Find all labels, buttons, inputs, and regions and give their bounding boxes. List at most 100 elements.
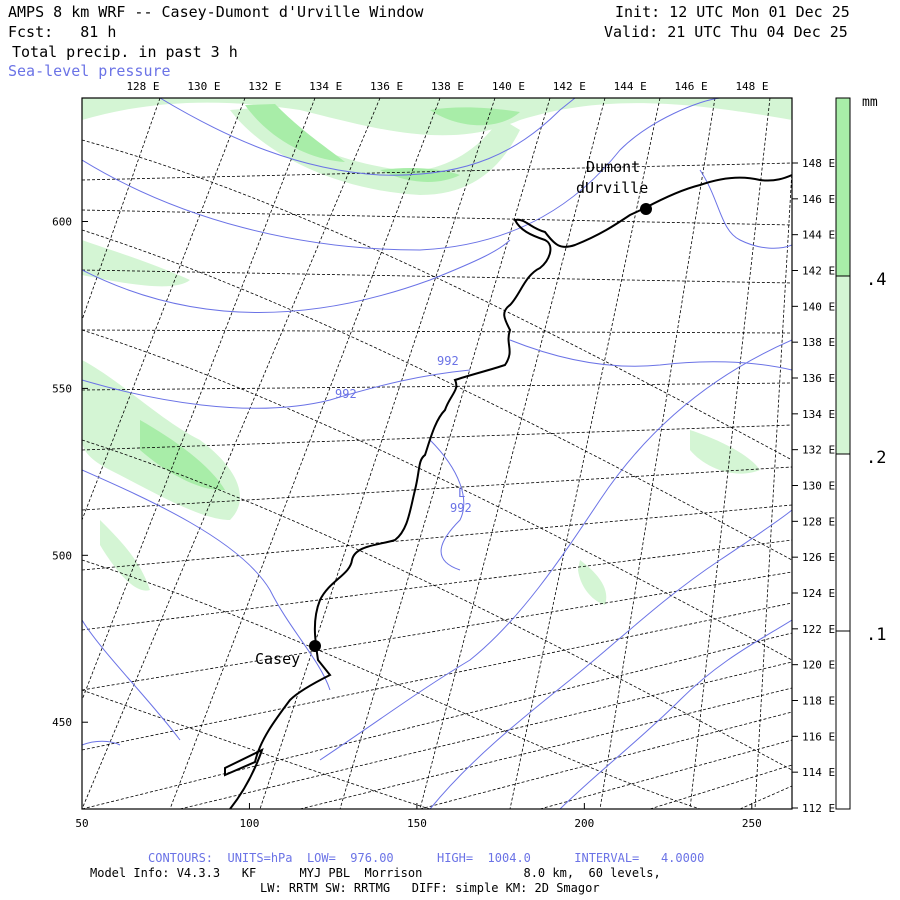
top-lon-label: 144 E (614, 80, 647, 93)
parallel-arc (82, 689, 431, 809)
slp-contour (509, 339, 792, 371)
right-lon-label: 114 E (802, 766, 835, 779)
precip-band-west3 (100, 520, 150, 591)
meridian-line (82, 466, 792, 511)
precip-band-north (82, 98, 792, 136)
dumont-label-line2: dUrville (576, 179, 648, 197)
top-lon-label: 132 E (248, 80, 281, 93)
meridian-line (82, 98, 246, 521)
meridian-line (82, 98, 161, 321)
right-lon-label: 148 E (802, 157, 835, 170)
meridian-line (82, 269, 792, 284)
slp-contour (429, 509, 792, 809)
stations (309, 203, 652, 652)
slp-contour (82, 469, 331, 691)
precip-core-west (140, 420, 225, 491)
model-info: Model Info: V4.3.3 KF MYJ PBL Morrison 8… (90, 866, 661, 880)
right-lon-label: 136 E (802, 372, 835, 385)
top-lon-label: 130 E (187, 80, 220, 93)
right-lon-label: 142 E (802, 265, 835, 278)
right-lon-label: 124 E (802, 587, 835, 600)
right-lon-label: 146 E (802, 193, 835, 206)
meridian-line (419, 711, 792, 809)
meridian-line (82, 162, 792, 181)
x-tick-label: 150 (407, 817, 427, 830)
overlay-name: Sea-level pressure (8, 62, 171, 80)
slp-contour (159, 98, 576, 176)
meridian-line (82, 539, 792, 631)
y-tick-label: 500 (52, 549, 72, 562)
forecast-hour: Fcst: 81 h (8, 23, 117, 41)
slp-contour (559, 619, 792, 809)
meridian-line (82, 209, 792, 226)
dumont-label-line1: Dumont (586, 158, 640, 176)
contour-label: 992 (450, 501, 472, 515)
model-physics: LW: RRTM SW: RRTMG DIFF: simple KM: 2D S… (260, 881, 600, 895)
precip-band-west2 (82, 240, 190, 287)
precip-core-a (245, 104, 345, 162)
right-lon-label: 138 E (802, 336, 835, 349)
map-frame (81, 97, 793, 810)
meridian-line (82, 632, 792, 809)
coastline-path (224, 174, 792, 809)
slp-contour (82, 239, 511, 313)
top-longitude-labels: 128 E 130 E 132 E 134 E 136 E 138 E 140 E 142 E… (126, 80, 768, 93)
right-lon-label: 128 E (802, 515, 835, 528)
precip-shading (82, 98, 792, 605)
slp-contour (82, 369, 471, 409)
contour-label: 992 (437, 354, 459, 368)
meridian-line (259, 98, 496, 809)
map-title: AMPS 8 km WRF -- Casey-Dumont d'Urville … (8, 3, 424, 21)
meridian-line (82, 602, 792, 751)
meridian-line (82, 504, 792, 571)
meridian-line (82, 382, 792, 391)
top-lon-label: 142 E (553, 80, 586, 93)
right-lon-label: 118 E (802, 695, 835, 708)
y-tick-label: 550 (52, 382, 72, 395)
top-lon-label: 128 E (126, 80, 159, 93)
station-labels: Casey Dumont dUrville (255, 158, 648, 668)
meridian-line (169, 98, 441, 809)
parallel-arc (82, 439, 792, 771)
precip-patch-east (690, 430, 760, 474)
top-lon-label: 134 E (309, 80, 342, 93)
legend-unit: mm (862, 95, 878, 110)
right-lon-label: 120 E (802, 659, 835, 672)
precip-patch-east2 (578, 560, 607, 605)
right-lon-label: 140 E (802, 300, 835, 313)
right-lon-label: 116 E (802, 730, 835, 743)
legend-segment-high (835, 97, 851, 277)
y-tick-label: 450 (52, 716, 72, 729)
meridian-line (754, 169, 792, 809)
right-lon-label: 112 E (802, 802, 835, 815)
y-tick-label: 600 (52, 216, 72, 229)
x-tick-label: 50 (75, 817, 88, 830)
slp-contour (82, 619, 181, 741)
contour-info: CONTOURS: UNITS=hPa LOW= 976.00 HIGH= 10… (148, 851, 705, 865)
field-name: Total precip. in past 3 h (12, 43, 238, 61)
meridian-line (179, 661, 792, 809)
casey-label: Casey (255, 650, 300, 668)
top-lon-label: 136 E (370, 80, 403, 93)
meridian-line (419, 98, 606, 809)
legend-segment-mid (835, 275, 851, 455)
x-tick-label: 250 (742, 817, 762, 830)
parallel-arc (82, 139, 792, 461)
slp-contour (429, 439, 465, 571)
casey-station-marker (309, 640, 321, 652)
slp-contour (319, 339, 792, 761)
meridian-line (82, 98, 381, 809)
precip-core-c (430, 107, 520, 126)
right-lon-label: 130 E (802, 480, 835, 493)
slp-contour (82, 98, 721, 251)
contour-labels: 992 992 992 L (335, 354, 472, 515)
meridian-line (539, 739, 792, 809)
meridian-line (82, 424, 792, 451)
slp-contour (699, 169, 792, 249)
right-lon-label: 122 E (802, 623, 835, 636)
right-lon-label: 144 E (802, 229, 835, 242)
meridian-line (299, 687, 792, 809)
slp-contour (82, 740, 121, 746)
meridian-line (339, 98, 551, 809)
meridian-line (82, 571, 792, 691)
